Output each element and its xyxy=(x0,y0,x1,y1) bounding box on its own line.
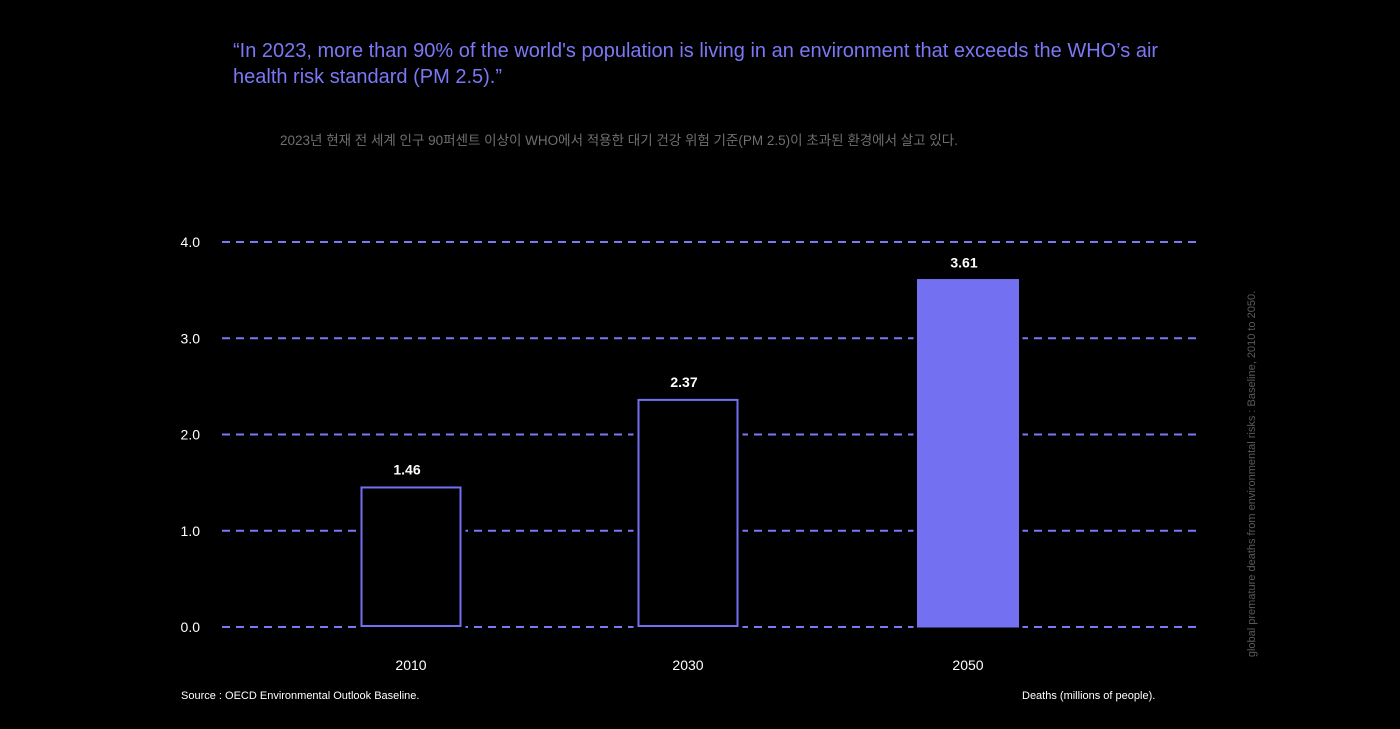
y-axis-ticks: 0.0 1.0 2.0 3.0 4.0 xyxy=(181,234,201,635)
y-tick-label: 4.0 xyxy=(181,234,201,250)
y-tick-label: 0.0 xyxy=(181,619,201,635)
units-note: Deaths (millions of people). xyxy=(1022,690,1156,702)
value-label: 3.61 xyxy=(950,255,977,271)
source-note: Source : OECD Environmental Outlook Base… xyxy=(181,690,420,702)
bar-2030 xyxy=(637,398,739,628)
y-tick-label: 2.0 xyxy=(181,427,201,443)
x-category-label: 2050 xyxy=(952,657,983,673)
y-tick-label: 1.0 xyxy=(181,523,201,539)
korean-subtitle: 2023년 현재 전 세계 인구 90퍼센트 이상이 WHO에서 적용한 대기 … xyxy=(280,133,958,148)
value-labels: 1.46 2.37 3.61 xyxy=(393,255,977,478)
x-category-label: 2010 xyxy=(395,657,426,673)
bar-backdrop xyxy=(633,398,743,628)
x-category-label: 2030 xyxy=(672,657,703,673)
y-tick-label: 3.0 xyxy=(181,330,201,346)
bar-backdrop xyxy=(356,486,466,628)
bars xyxy=(356,279,1023,628)
x-axis-categories: 2010 2030 2050 xyxy=(395,657,983,673)
value-label: 2.37 xyxy=(670,374,697,390)
headline-quote: “In 2023, more than 90% of the world's p… xyxy=(233,40,1159,88)
chart-side-note: global premature deaths from environment… xyxy=(1246,290,1258,658)
bar-2050 xyxy=(917,279,1019,628)
bar-2010 xyxy=(360,486,462,627)
value-label: 1.46 xyxy=(393,461,420,477)
